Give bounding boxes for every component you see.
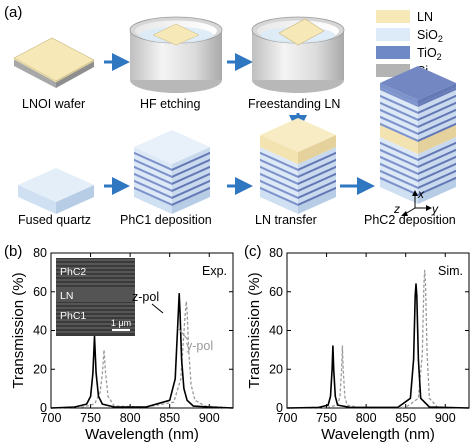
phc1-stack — [134, 130, 210, 214]
panel-a-label: (a) — [4, 4, 22, 21]
axis-label-y: y — [431, 202, 439, 216]
legend-swatch-ln — [376, 10, 410, 23]
annotation-leader-z-pol — [151, 303, 164, 314]
y-tick-label: 0 — [40, 401, 47, 415]
coordinate-axes — [401, 190, 432, 216]
phc2-stack — [380, 66, 456, 204]
y-axis-label: Transmission (%) — [246, 272, 263, 388]
x-tick-label: 900 — [435, 411, 456, 425]
stack-illustrations — [18, 66, 456, 214]
series-line-y-pol — [286, 269, 470, 409]
sem-layer-label: PhC2 — [60, 266, 86, 278]
x-axis-label: Wavelength (nm) — [85, 426, 199, 443]
sem-ln-layer — [56, 288, 135, 302]
y-tick-label: 80 — [33, 246, 47, 260]
y-tick-label: 20 — [269, 362, 283, 376]
scale-bar-label: 1 μm — [111, 318, 131, 328]
freestanding-ln-dish-illustration — [251, 16, 345, 93]
y-tick-label: 80 — [269, 246, 283, 260]
y-tick-label: 60 — [33, 285, 47, 299]
axis-label-x: x — [417, 187, 425, 201]
series-line-y-pol — [50, 300, 234, 409]
x-axis-label: Wavelength (nm) — [321, 426, 435, 443]
step-label-freestanding-ln: Freestanding LN — [248, 97, 340, 111]
y-axis-label: Transmission (%) — [10, 272, 27, 388]
panel-c-label: (c) — [244, 243, 262, 260]
hf-etching-dish-illustration — [129, 16, 223, 93]
legend-swatch-tio2 — [376, 46, 410, 59]
series-annotation-y-pol: y-pol — [186, 339, 213, 353]
axis-label-z: z — [393, 202, 400, 216]
x-tick-label: 750 — [316, 411, 337, 425]
corner-label: Sim. — [438, 264, 463, 278]
x-tick-label: 800 — [356, 411, 377, 425]
panel-b-label: (b) — [4, 243, 22, 260]
y-tick-label: 40 — [33, 324, 47, 338]
step-label-lnoi-wafer: LNOI wafer — [22, 97, 85, 111]
lnoi-wafer-illustration — [13, 37, 95, 88]
y-tick-label: 60 — [269, 285, 283, 299]
step-label-phc2-deposition: PhC2 deposition — [364, 213, 456, 227]
sem-layer-label: PhC1 — [60, 310, 86, 322]
x-tick-label: 700 — [277, 411, 298, 425]
chart-b: 700 750 800 850 900 0 20 40 60 80 Wavelength (nm) T… — [10, 246, 234, 443]
series-line-z-pol — [50, 292, 234, 409]
step-label-hf-etching: HF etching — [140, 97, 200, 111]
legend-swatch-sio2 — [376, 28, 410, 41]
y-tick-label: 0 — [276, 401, 283, 415]
material-legend: LN SiO2 TiO2 Si — [376, 10, 443, 78]
series-annotation-z-pol: z-pol — [132, 290, 159, 304]
x-tick-label: 850 — [159, 411, 180, 425]
corner-label: Exp. — [202, 264, 227, 278]
legend-label-sio2: SiO2 — [417, 28, 443, 44]
y-tick-label: 40 — [269, 324, 283, 338]
chart-c: 700 750 800 850 900 0 20 40 60 80 Wavelength (nm) T… — [246, 246, 470, 443]
x-tick-label: 700 — [41, 411, 62, 425]
series-line-z-pol — [286, 283, 470, 409]
fused-quartz-stack — [18, 168, 94, 214]
legend-label-ln: LN — [417, 10, 433, 24]
sem-layer-label: LN — [60, 290, 73, 302]
step-label-ln-transfer: LN transfer — [255, 213, 317, 227]
x-tick-label: 850 — [395, 411, 416, 425]
step-label-fused-quartz: Fused quartz — [18, 213, 91, 227]
ln-transfer-stack — [260, 118, 336, 214]
y-tick-label: 20 — [33, 362, 47, 376]
x-tick-label: 750 — [80, 411, 101, 425]
x-tick-label: 900 — [199, 411, 220, 425]
annotation-leader-y-pol — [177, 327, 189, 341]
x-tick-label: 800 — [120, 411, 141, 425]
step-label-phc1-deposition: PhC1 deposition — [120, 213, 212, 227]
legend-label-tio2: TiO2 — [417, 46, 442, 62]
